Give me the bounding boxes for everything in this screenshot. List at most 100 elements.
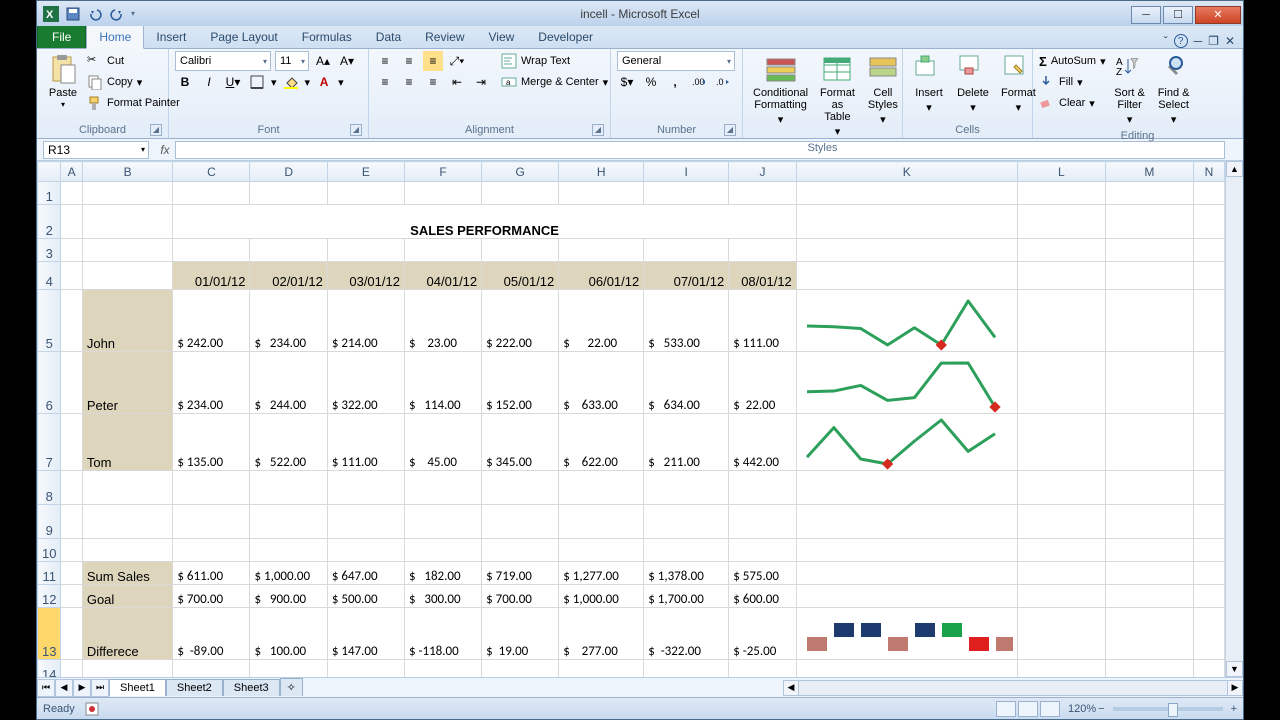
sum-cell[interactable]: $ 1,378.00 [644,562,729,585]
cell[interactable] [173,505,250,539]
date-header[interactable]: 04/01/12 [404,262,481,290]
value-cell[interactable]: $ 222.00 [482,290,559,352]
cell[interactable] [61,585,82,608]
cell[interactable] [61,505,82,539]
tab-developer[interactable]: Developer [526,26,605,48]
goal-cell[interactable]: $ 1,000.00 [559,585,644,608]
cell[interactable] [559,660,644,678]
autosum-button[interactable]: Σ AutoSum ▾ [1039,51,1106,71]
zoom-out-icon[interactable]: − [1098,703,1104,715]
increase-decimal-icon[interactable]: .00 [689,72,709,92]
row-header[interactable]: 1 [38,182,61,205]
sheet-tab-3[interactable]: Sheet3 [223,679,280,696]
cell[interactable] [1193,182,1224,205]
value-cell[interactable]: $ 22.00 [559,290,644,352]
cell[interactable] [61,414,82,471]
cell[interactable] [1193,414,1224,471]
cell[interactable] [250,539,327,562]
shrink-font-icon[interactable]: A▾ [337,51,357,71]
maximize-button[interactable]: ☐ [1163,6,1193,24]
percent-format-icon[interactable]: % [641,72,661,92]
sum-cell[interactable]: $ 719.00 [482,562,559,585]
cell[interactable] [482,539,559,562]
cell[interactable] [729,505,797,539]
cell[interactable] [327,182,404,205]
row-header[interactable]: 2 [38,205,61,239]
wrap-text-button[interactable]: Wrap Text [501,51,608,71]
cell[interactable] [1017,239,1105,262]
number-dialog-icon[interactable]: ◢ [724,124,736,136]
cell[interactable] [61,608,82,660]
tab-nav-first-icon[interactable]: ⏮ [37,679,55,697]
value-cell[interactable]: $ 244.00 [250,352,327,414]
cell[interactable] [796,471,1017,505]
align-top-icon[interactable]: ≡ [375,51,395,71]
cell[interactable] [61,471,82,505]
insert-cells-button[interactable]: Insert▾ [909,51,949,116]
increase-indent-icon[interactable]: ⇥ [471,72,491,92]
cell[interactable] [61,205,82,239]
vertical-scrollbar[interactable]: ▲ ▼ [1225,161,1243,677]
value-cell[interactable]: $ 634.00 [644,352,729,414]
row-header[interactable]: 9 [38,505,61,539]
goal-cell[interactable]: $ 500.00 [327,585,404,608]
cell[interactable] [327,471,404,505]
sum-cell[interactable]: $ 1,277.00 [559,562,644,585]
zoom-slider[interactable] [1113,707,1223,711]
person-name[interactable]: Peter [82,352,173,414]
goal-cell[interactable]: $ 900.00 [250,585,327,608]
file-tab[interactable]: File [37,25,86,48]
font-name-select[interactable]: Calibri [175,51,271,71]
clear-button[interactable]: Clear ▾ [1039,93,1106,113]
scroll-left-icon[interactable]: ◀ [783,680,799,696]
value-cell[interactable]: $ 152.00 [482,352,559,414]
copy-button[interactable]: Copy ▾ [87,72,180,92]
row-header[interactable]: 14 [38,660,61,678]
cell[interactable] [61,660,82,678]
tab-nav-next-icon[interactable]: ▶ [73,679,91,697]
cell[interactable] [250,660,327,678]
cell[interactable] [1017,262,1105,290]
name-box[interactable]: R13 [43,141,149,159]
row-header[interactable]: 3 [38,239,61,262]
alignment-dialog-icon[interactable]: ◢ [592,124,604,136]
diff-cell[interactable]: $ 19.00 [482,608,559,660]
cell[interactable] [82,539,173,562]
diff-cell[interactable]: $ 277.00 [559,608,644,660]
sum-cell[interactable]: $ 647.00 [327,562,404,585]
cell[interactable] [1017,205,1105,239]
diff-cell[interactable]: $ -25.00 [729,608,797,660]
cell[interactable] [173,471,250,505]
align-center-icon[interactable]: ≡ [399,72,419,92]
cell[interactable] [482,471,559,505]
date-header[interactable]: 03/01/12 [327,262,404,290]
cell[interactable] [250,505,327,539]
value-cell[interactable]: $ 322.00 [327,352,404,414]
date-header[interactable]: 05/01/12 [482,262,559,290]
cell[interactable] [1105,539,1193,562]
cell[interactable] [644,471,729,505]
cell[interactable] [482,505,559,539]
cell[interactable] [729,471,797,505]
cell[interactable] [1105,182,1193,205]
workbook-close-icon[interactable]: ✕ [1225,34,1235,48]
font-dialog-icon[interactable]: ◢ [350,124,362,136]
row-header[interactable]: 6 [38,352,61,414]
sum-cell[interactable]: $ 575.00 [729,562,797,585]
goal-cell[interactable]: $ 600.00 [729,585,797,608]
tab-data[interactable]: Data [364,26,413,48]
cell[interactable] [173,539,250,562]
macro-record-icon[interactable] [85,702,99,716]
date-header[interactable]: 02/01/12 [250,262,327,290]
workbook-restore-icon[interactable]: ❐ [1208,34,1219,48]
diff-cell[interactable]: $ -89.00 [173,608,250,660]
date-header[interactable]: 07/01/12 [644,262,729,290]
goal-cell[interactable]: $ 1,700.00 [644,585,729,608]
diff-label[interactable]: Differece [82,608,173,660]
new-sheet-icon[interactable]: ✧ [280,678,303,696]
view-layout-icon[interactable] [1018,701,1038,717]
cell[interactable] [1017,414,1105,471]
view-pagebreak-icon[interactable] [1040,701,1060,717]
cell[interactable] [796,239,1017,262]
cell[interactable] [796,182,1017,205]
